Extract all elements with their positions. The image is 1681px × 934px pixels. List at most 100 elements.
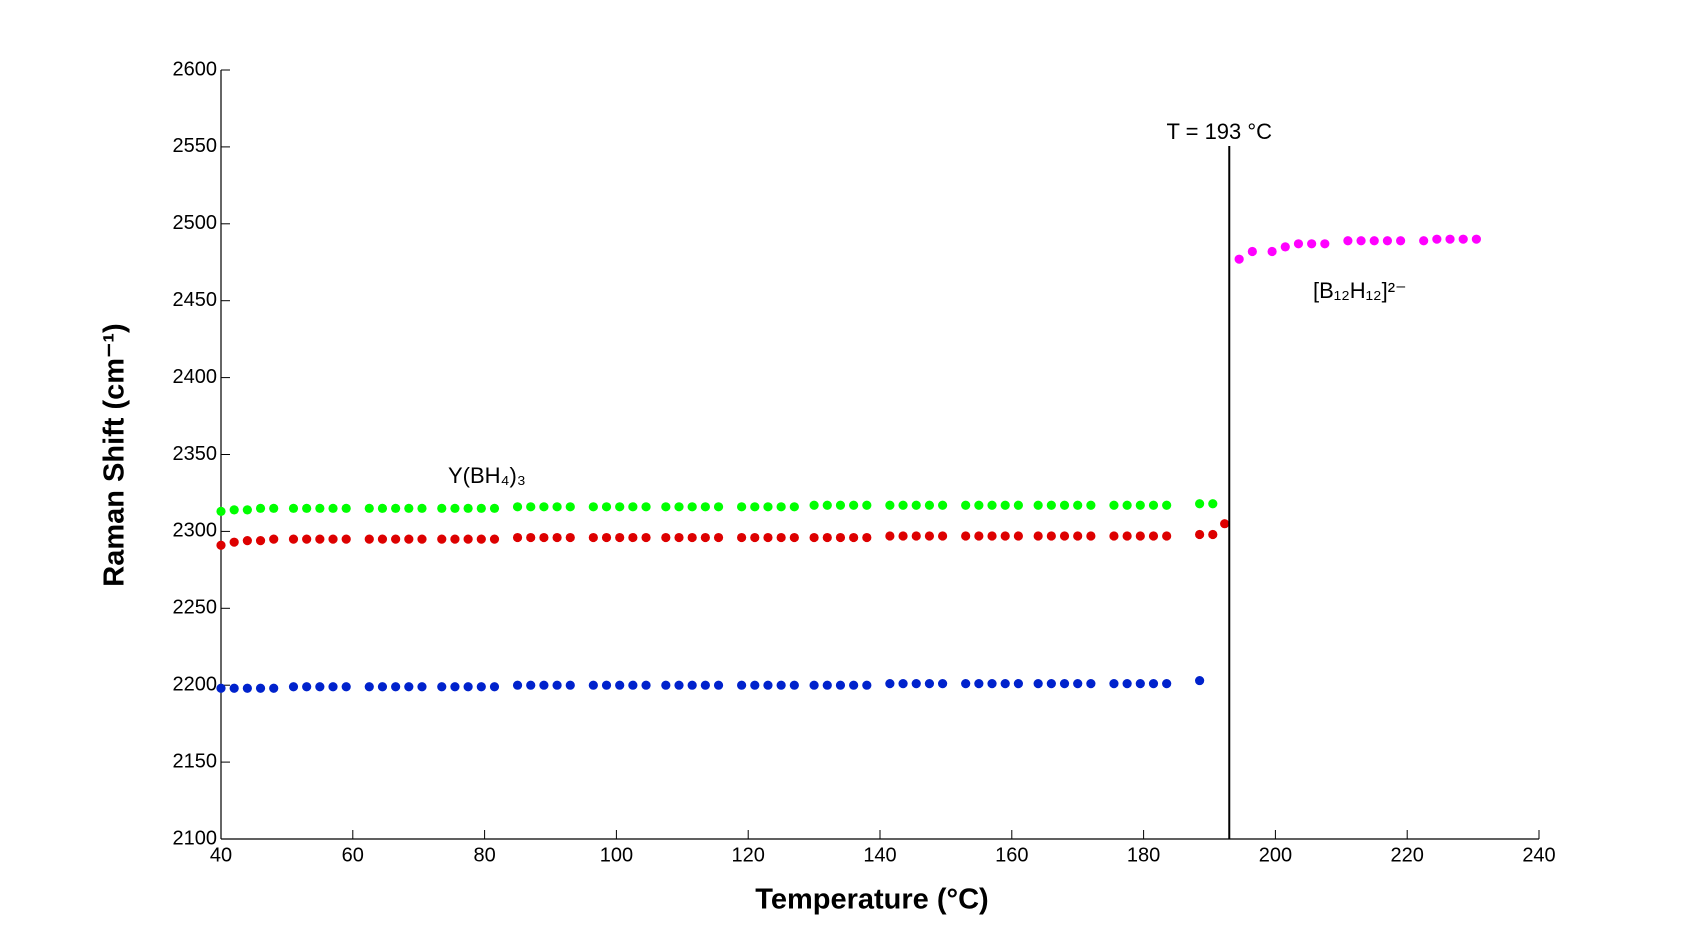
point [1162, 500, 1172, 510]
point [565, 680, 575, 690]
point [1419, 236, 1429, 246]
y-tick-label: 2250 [173, 597, 218, 619]
point [700, 680, 710, 690]
point [961, 679, 971, 689]
point [1445, 234, 1455, 244]
point [1013, 679, 1023, 689]
point [437, 534, 447, 544]
point [1432, 234, 1442, 244]
point [1135, 500, 1145, 510]
point [674, 680, 684, 690]
point [938, 531, 948, 541]
point [938, 500, 948, 510]
point [1247, 246, 1257, 257]
point [849, 680, 859, 690]
point [1122, 500, 1132, 510]
point [1148, 500, 1159, 510]
point [750, 502, 760, 512]
point [849, 532, 859, 543]
y-tick-label: 2150 [173, 750, 218, 772]
point [489, 503, 500, 513]
y-tick-label: 2550 [173, 135, 218, 157]
point [288, 534, 299, 544]
point [315, 503, 325, 513]
point [687, 680, 697, 690]
point [911, 679, 921, 689]
point [974, 500, 984, 510]
point [1356, 236, 1366, 246]
point [1046, 679, 1056, 689]
point [1195, 675, 1205, 686]
point [1195, 499, 1205, 509]
point [404, 534, 414, 544]
point [713, 502, 724, 512]
x-tick-label: 40 [210, 844, 232, 866]
point [885, 531, 895, 541]
point [1109, 531, 1119, 541]
point [539, 502, 549, 512]
point [911, 500, 921, 510]
point [822, 532, 832, 543]
point [463, 534, 473, 544]
x-tick-label: 80 [473, 844, 495, 866]
point [1109, 679, 1119, 689]
point [1148, 679, 1159, 689]
point [1220, 519, 1230, 529]
point [1086, 531, 1096, 541]
point [450, 534, 460, 544]
point [377, 682, 388, 692]
point [898, 531, 908, 541]
point [1086, 500, 1096, 510]
point [526, 532, 536, 543]
point [450, 503, 460, 513]
point [809, 500, 819, 510]
point [1000, 500, 1010, 510]
point [417, 503, 427, 513]
point [341, 682, 351, 692]
point [974, 531, 984, 541]
point [885, 500, 895, 510]
point [661, 680, 671, 690]
point [539, 532, 549, 543]
point [1369, 236, 1379, 246]
point [242, 683, 252, 693]
point [377, 503, 388, 513]
point [1059, 500, 1070, 510]
point [565, 532, 575, 543]
point [1073, 500, 1083, 510]
x-tick-label: 140 [863, 844, 896, 866]
point [862, 500, 872, 510]
point [476, 503, 486, 513]
point [1208, 499, 1218, 509]
point [552, 502, 562, 512]
point [1059, 531, 1070, 541]
point [404, 682, 414, 692]
point [216, 540, 226, 550]
point [661, 532, 671, 543]
point [961, 500, 971, 510]
point [885, 679, 895, 689]
point [776, 680, 786, 690]
point [737, 532, 747, 543]
point [1073, 679, 1083, 689]
point [391, 682, 401, 692]
point [315, 534, 325, 544]
y-axis-label: Raman Shift (cm⁻¹) [99, 323, 131, 586]
point [601, 532, 612, 543]
point [835, 500, 846, 510]
point [417, 682, 427, 692]
point [341, 503, 351, 513]
point [1013, 531, 1023, 541]
point [1033, 679, 1043, 689]
point [552, 680, 562, 690]
annotation: [B₁₂H₁₂]²⁻ [1313, 278, 1407, 303]
point [661, 502, 671, 512]
point [588, 680, 598, 690]
point [302, 503, 312, 513]
point [328, 503, 338, 513]
point [364, 534, 374, 544]
point [1343, 236, 1353, 246]
y-tick-label: 2400 [173, 366, 218, 388]
point [315, 682, 325, 692]
